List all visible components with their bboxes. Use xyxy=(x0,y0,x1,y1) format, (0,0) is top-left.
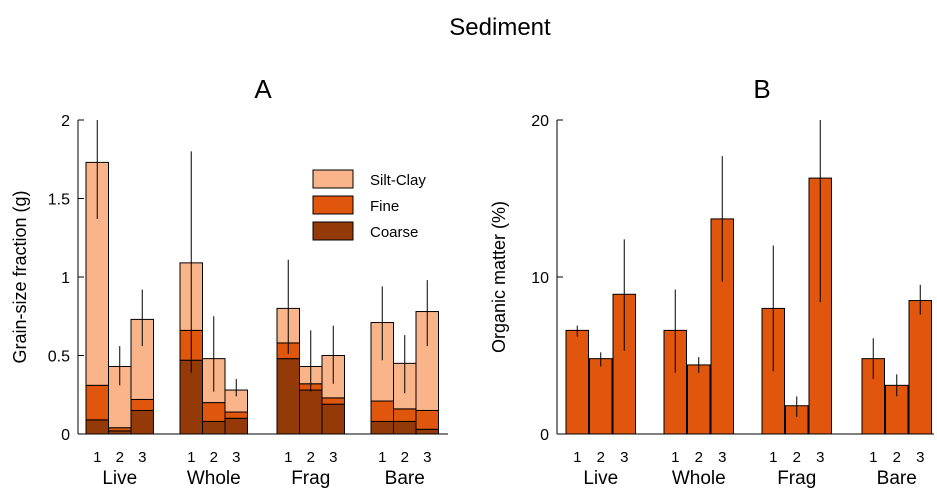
legend-swatch xyxy=(312,195,354,215)
sub-label: 1 xyxy=(769,449,777,466)
group-label: Bare xyxy=(877,468,917,489)
y-tick-label-a: 0.5 xyxy=(48,349,70,366)
legend-label: Coarse xyxy=(370,224,418,241)
sub-label: 2 xyxy=(597,449,605,466)
bar xyxy=(687,364,711,435)
sub-label: 3 xyxy=(620,449,628,466)
group-label: Bare xyxy=(385,468,425,489)
sub-label: 2 xyxy=(401,449,409,466)
sub-label: 3 xyxy=(816,449,824,466)
group-label: Whole xyxy=(672,468,726,489)
sub-label: 3 xyxy=(329,449,337,466)
legend-swatch xyxy=(312,169,354,189)
bar-segment xyxy=(202,420,226,435)
group-label: Live xyxy=(102,468,137,489)
group-label: Live xyxy=(583,468,618,489)
sub-label: 3 xyxy=(232,449,240,466)
sub-label: 3 xyxy=(138,449,146,466)
y-tick-label-b: 0 xyxy=(540,427,549,444)
bar-segment xyxy=(202,402,226,422)
bar-segment xyxy=(393,420,417,435)
bar-segment xyxy=(415,409,439,430)
bar-segment xyxy=(85,419,109,435)
legend-swatch xyxy=(312,221,354,241)
bar-segment xyxy=(130,398,154,411)
figure-title: Sediment xyxy=(449,14,551,41)
sub-label: 1 xyxy=(869,449,877,466)
sub-label: 3 xyxy=(718,449,726,466)
group-label: Frag xyxy=(777,468,816,489)
sub-label: 3 xyxy=(916,449,924,466)
y-axis-label-a: Grain-size fraction (g) xyxy=(10,190,30,363)
sub-label: 1 xyxy=(93,449,101,466)
y-tick-label-a: 2 xyxy=(61,113,70,130)
sub-label: 1 xyxy=(378,449,386,466)
sub-label: 2 xyxy=(116,449,124,466)
legend-label: Silt-Clay xyxy=(370,172,426,189)
bar-segment xyxy=(130,409,154,435)
bar-segment xyxy=(321,403,345,435)
sub-label: 2 xyxy=(695,449,703,466)
group-label: Whole xyxy=(187,468,241,489)
y-tick-label-b: 10 xyxy=(531,270,549,287)
y-tick-label-b: 20 xyxy=(531,113,549,130)
bar-segment xyxy=(415,428,439,435)
bar-segment xyxy=(370,400,394,422)
sub-label: 2 xyxy=(893,449,901,466)
sub-label: 2 xyxy=(210,449,218,466)
bar-segment xyxy=(224,411,248,419)
bar-segment xyxy=(393,408,417,422)
panel-b-label: B xyxy=(753,74,770,104)
bar-segment xyxy=(85,384,109,421)
sub-label: 3 xyxy=(423,449,431,466)
sub-label: 1 xyxy=(284,449,292,466)
sub-label: 1 xyxy=(573,449,581,466)
bar-segment xyxy=(276,358,300,435)
group-label: Frag xyxy=(291,468,330,489)
sub-label: 2 xyxy=(793,449,801,466)
bar xyxy=(589,358,613,435)
y-tick-label-a: 1 xyxy=(61,270,70,287)
bar-segment xyxy=(370,420,394,435)
legend-label: Fine xyxy=(370,198,399,215)
panel-a-label: A xyxy=(254,74,272,104)
bar-segment xyxy=(224,417,248,435)
bar xyxy=(908,300,932,435)
sub-label: 1 xyxy=(187,449,195,466)
sub-label: 2 xyxy=(307,449,315,466)
sub-label: 1 xyxy=(671,449,679,466)
y-tick-label-a: 0 xyxy=(61,427,70,444)
y-axis-label-b: Organic matter (%) xyxy=(489,201,509,353)
y-tick-label-a: 1.5 xyxy=(48,192,70,209)
bar-segment xyxy=(321,397,345,405)
bar xyxy=(565,329,589,435)
bar-segment xyxy=(299,389,323,435)
